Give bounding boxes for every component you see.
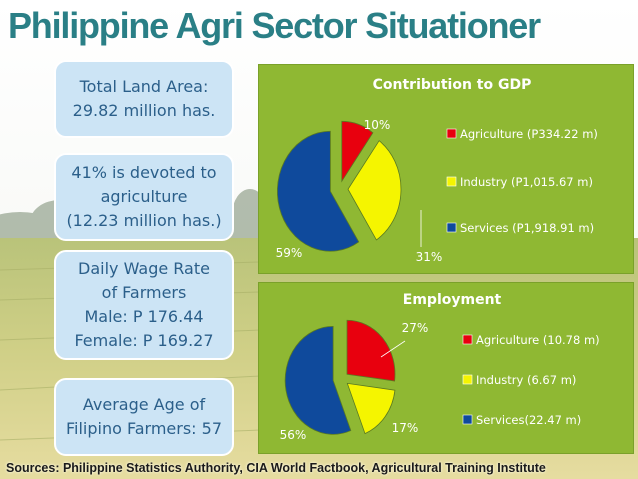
legend-label-services: Services (P1,918.91 m) xyxy=(460,221,594,235)
legend-swatch-agriculture xyxy=(462,334,473,345)
legend-swatch-agriculture xyxy=(446,128,457,139)
page-title: Philippine Agri Sector Situationer xyxy=(8,5,541,46)
data-label-services: 56% xyxy=(280,428,307,442)
data-label-agriculture: 10% xyxy=(364,118,391,132)
info-line: 41% is devoted to xyxy=(71,163,217,182)
gdp-pie-chart: Contribution to GDP 10% Agriculture (P334.… xyxy=(276,77,598,264)
pie-slice-industry xyxy=(346,382,396,435)
employment-pie-chart: Employment 27% Agriculture (10.78 m) 17% Ind… xyxy=(280,292,600,442)
info-line: (12.23 million has.) xyxy=(66,211,222,230)
info-box-land-area: Total Land Area: 29.82 million has. xyxy=(54,60,234,138)
employment-chart-panel: Employment 27% Agriculture (10.78 m) 17% Ind… xyxy=(258,282,634,454)
info-line: agriculture xyxy=(100,187,188,206)
pie-slice-agriculture xyxy=(346,319,396,382)
info-box-agri-land: 41% is devoted to agriculture (12.23 mil… xyxy=(54,153,234,241)
info-line: Male: P 176.44 xyxy=(84,307,204,326)
pie-slice-services xyxy=(284,325,352,435)
legend-swatch-industry xyxy=(446,176,457,187)
sources-footnote: Sources: Philippine Statistics Authority… xyxy=(6,461,546,475)
legend-label-industry: Industry (P1,015.67 m) xyxy=(460,175,593,189)
pie-slice-services xyxy=(276,130,360,252)
info-box-farmer-age: Average Age of Filipino Farmers: 57 xyxy=(54,378,234,456)
info-line: 29.82 million has. xyxy=(72,101,216,120)
data-label-industry: 17% xyxy=(392,421,419,435)
pie-slice-industry xyxy=(347,140,402,241)
leader-line xyxy=(380,340,406,358)
legend-label-industry: Industry (6.67 m) xyxy=(476,373,576,387)
info-line: of Farmers xyxy=(101,283,187,302)
legend-label-services: Services(22.47 m) xyxy=(476,413,581,427)
info-box-daily-wage: Daily Wage Rate of Farmers Male: P 176.4… xyxy=(54,250,234,360)
legend-label-agriculture: Agriculture (P334.22 m) xyxy=(460,127,598,141)
gdp-chart-panel: Contribution to GDP 10% Agriculture (P334.… xyxy=(258,64,634,274)
info-line: Average Age of xyxy=(82,395,206,414)
data-label-industry: 31% xyxy=(416,250,443,264)
legend-swatch-services xyxy=(462,414,473,425)
chart-title: Contribution to GDP xyxy=(373,77,532,93)
legend-swatch-services xyxy=(446,222,457,233)
chart-title: Employment xyxy=(403,292,502,308)
info-line: Female: P 169.27 xyxy=(74,331,214,350)
data-label-services: 59% xyxy=(276,246,303,260)
pie-slice-agriculture xyxy=(341,120,374,183)
legend-swatch-industry xyxy=(462,374,473,385)
info-line: Filipino Farmers: 57 xyxy=(65,419,222,438)
data-label-agriculture: 27% xyxy=(402,321,429,335)
legend-label-agriculture: Agriculture (10.78 m) xyxy=(476,333,600,347)
info-line: Daily Wage Rate xyxy=(78,259,210,278)
info-line: Total Land Area: xyxy=(79,77,209,96)
